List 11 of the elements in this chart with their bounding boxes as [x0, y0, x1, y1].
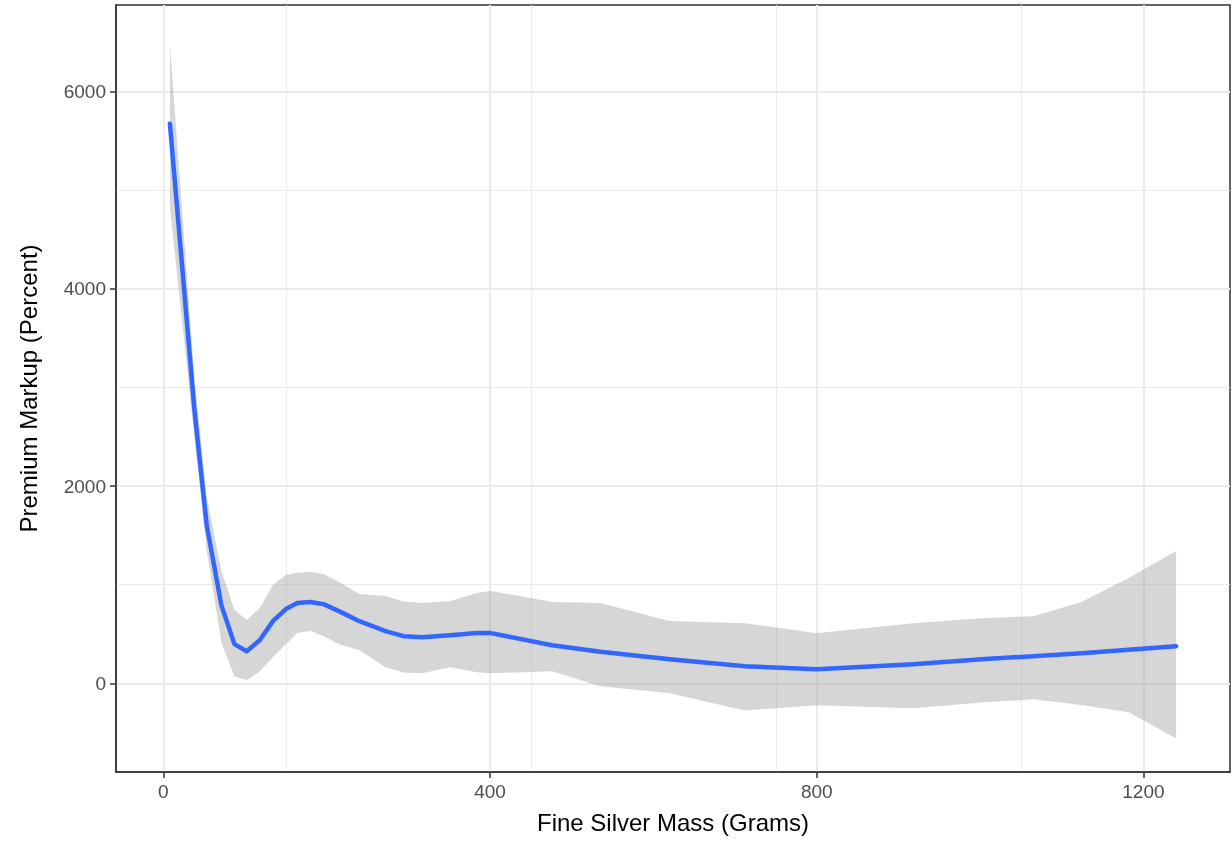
- x-tick-label: 1200: [1122, 781, 1165, 802]
- y-tick-label: 2000: [63, 475, 106, 497]
- y-tick-label: 6000: [63, 81, 106, 103]
- y-axis-title: Premium Markup (Percent): [14, 244, 42, 533]
- y-tick-label: 0: [95, 672, 106, 694]
- x-tick-label: 800: [800, 781, 833, 802]
- x-tick-label: 0: [158, 781, 169, 802]
- x-axis-title: Fine Silver Mass (Grams): [536, 808, 810, 836]
- line-series: [167, 121, 1179, 672]
- y-tick-label: 4000: [63, 278, 106, 300]
- x-tick-label: 400: [474, 781, 506, 802]
